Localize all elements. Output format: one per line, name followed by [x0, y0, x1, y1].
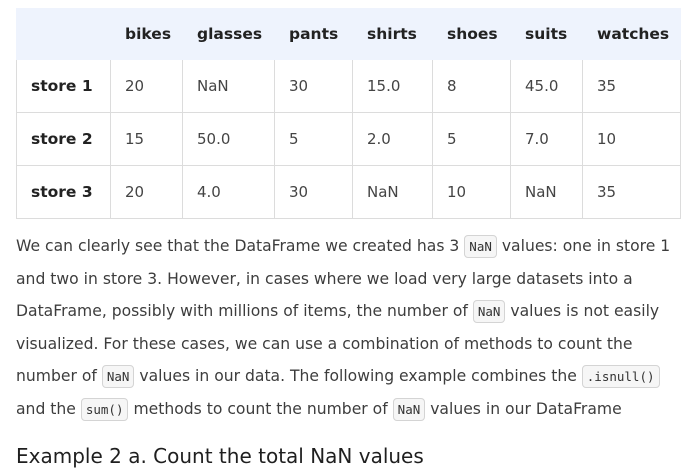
inline-code-nan: NaN	[472, 300, 506, 323]
column-header: bikes	[110, 8, 183, 60]
table-cell: 15.0	[352, 59, 433, 113]
table-cell: 30	[274, 165, 353, 219]
explanation-paragraph: We can clearly see that the DataFrame we…	[16, 230, 686, 426]
column-header: watches	[582, 8, 681, 60]
text-span: values: one in store 1 and two in store …	[16, 237, 671, 320]
header-corner-cell	[16, 8, 111, 60]
dataframe-table: bikes glasses pants shirts shoes suits w…	[16, 8, 681, 219]
table-cell: NaN	[352, 165, 433, 219]
text-span: and the	[16, 400, 81, 418]
table-cell: 30	[274, 59, 353, 113]
table-cell: 35	[582, 59, 681, 113]
table-cell: 5	[274, 112, 353, 166]
table-cell: 10	[582, 112, 681, 166]
table-row: store 2 15 50.0 5 2.0 5 7.0 10	[16, 112, 681, 166]
table-cell: 15	[110, 112, 183, 166]
table-cell: 45.0	[510, 59, 583, 113]
row-label: store 3	[16, 165, 111, 219]
table-cell: 5	[432, 112, 511, 166]
table-cell: 8	[432, 59, 511, 113]
table-cell: NaN	[182, 59, 275, 113]
inline-code-nan: NaN	[101, 365, 135, 388]
table-cell: 50.0	[182, 112, 275, 166]
table-cell: 4.0	[182, 165, 275, 219]
column-header: shirts	[352, 8, 433, 60]
table-cell: 7.0	[510, 112, 583, 166]
section-heading: Example 2 a. Count the total NaN values	[16, 444, 424, 468]
table-cell: 10	[432, 165, 511, 219]
column-header: shoes	[432, 8, 511, 60]
text-span: We can clearly see that the DataFrame we…	[16, 237, 465, 255]
column-header: pants	[274, 8, 353, 60]
table-cell: 20	[110, 59, 183, 113]
table-cell: 35	[582, 165, 681, 219]
paragraph-text: We can clearly see that the DataFrame we…	[16, 230, 686, 426]
table-row: store 3 20 4.0 30 NaN 10 NaN 35	[16, 165, 681, 219]
text-span: values is not easily visualized. For the…	[16, 302, 660, 385]
table-cell: 20	[110, 165, 183, 219]
inline-code-nan: NaN	[392, 398, 426, 421]
dataframe-table-container: bikes glasses pants shirts shoes suits w…	[16, 8, 681, 219]
inline-code-sum: sum()	[80, 398, 129, 421]
inline-code-nan: NaN	[464, 235, 497, 258]
row-label: store 1	[16, 59, 111, 113]
column-header: suits	[510, 8, 583, 60]
table-row: store 1 20 NaN 30 15.0 8 45.0 35	[16, 59, 681, 113]
text-span: values in our DataFrame	[425, 400, 622, 418]
text-span: values in our data. The following exampl…	[134, 367, 582, 385]
inline-code-isnull: .isnull()	[581, 365, 660, 388]
column-header: glasses	[182, 8, 275, 60]
text-span: methods to count the number of	[128, 400, 393, 418]
row-label: store 2	[16, 112, 111, 166]
table-cell: NaN	[510, 165, 583, 219]
table-cell: 2.0	[352, 112, 433, 166]
table-header-row: bikes glasses pants shirts shoes suits w…	[16, 8, 681, 60]
